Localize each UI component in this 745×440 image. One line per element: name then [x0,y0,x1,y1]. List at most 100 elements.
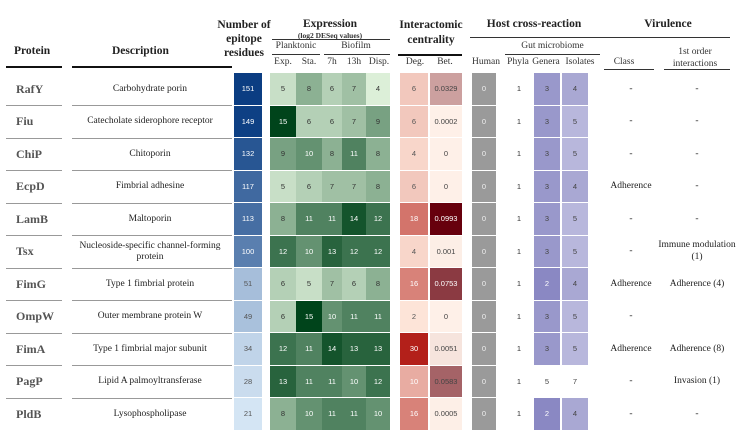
rule-virulence-interactions [664,69,730,70]
expression-h13-cell: 11 [342,398,366,430]
header-virulence: Virulence [644,18,692,30]
isolates-cell: 5 [562,333,588,365]
epitope-cell: 49 [234,300,262,332]
rule-biofilm [324,54,390,55]
protein-name: PagP [16,374,43,389]
betweenness-cell: 0 [430,170,462,202]
expression-h7-cell: 6 [322,73,342,105]
header-sta: Sta. [301,57,317,67]
expression-disp-cell: 8 [366,268,390,300]
expression-sta-cell: 6 [296,170,322,202]
genera-cell: 3 [534,235,560,267]
virulence-interactions: - [695,148,699,159]
human-cell: 0 [472,138,496,170]
rule-planktonic [272,54,320,55]
genera-cell: 2 [534,398,560,430]
expression-sta-cell: 10 [296,138,322,170]
epitope-cell: 151 [234,73,262,105]
expression-exp-cell: 15 [270,105,296,137]
header-human: Human [472,57,500,67]
betweenness-cell: 0 [430,138,462,170]
epitope-cell: 149 [234,105,262,137]
virulence-interactions: - [695,116,699,127]
genera-cell: 3 [534,105,560,137]
expression-h13-cell: 12 [342,235,366,267]
isolates-cell: 5 [562,300,588,332]
isolates-cell: 5 [562,203,588,235]
protein-name: Fiu [16,114,34,129]
phyla-cell: 1 [506,235,532,267]
genera-cell: 3 [534,333,560,365]
protein-description: Catecholate siderophore receptor [87,116,213,127]
expression-h13-cell: 14 [342,203,366,235]
virulence-class: - [629,408,633,419]
protein-description: Outer membrane protein W [97,311,203,322]
row-divider [6,105,62,106]
human-cell: 0 [472,170,496,202]
virulence-class: Adherence [610,278,652,289]
header-genera: Genera [532,57,560,67]
expression-exp-cell: 12 [270,235,296,267]
genera-cell: 3 [534,300,560,332]
expression-disp-cell: 12 [366,365,390,397]
degree-cell: 18 [400,203,428,235]
expression-h7-cell: 7 [322,170,342,202]
row-divider [6,137,62,139]
expression-h7-cell: 10 [322,300,342,332]
virulence-interactions: Adherence (8) [669,343,725,354]
virulence-interactions: - [695,181,699,192]
degree-cell: 6 [400,73,428,105]
virulence-class: - [629,213,633,224]
protein-name: OmpW [16,309,55,324]
row-divider [6,202,62,204]
expression-exp-cell: 13 [270,365,296,397]
protein-name: Tsx [16,244,34,259]
header-biofilm: Biofilm [341,41,371,51]
protein-name: RafY [16,81,44,96]
row-divider [6,365,62,366]
protein-description: Fimbrial adhesine [115,181,185,192]
header-7h: 7h [327,57,337,67]
row-divider [72,267,232,269]
row-divider [6,267,62,269]
virulence-class: Adherence [610,181,652,192]
row-divider [72,170,232,171]
protein-description: Lipid A palmoyltransferase [98,376,202,387]
protein-name: EcpD [16,179,45,194]
human-cell: 0 [472,365,496,397]
epitope-cell: 100 [234,235,262,267]
rule-expression [272,39,390,40]
epitope-cell: 113 [234,203,262,235]
protein-description: Type 1 fimbrial protein [105,278,195,289]
rule-gut [505,54,600,55]
degree-cell: 10 [400,365,428,397]
phyla-cell: 1 [506,300,532,332]
phyla-cell: 1 [506,333,532,365]
expression-exp-cell: 6 [270,268,296,300]
genera-cell: 3 [534,203,560,235]
protein-name: PldB [16,406,42,421]
expression-h13-cell: 7 [342,73,366,105]
expression-exp-cell: 8 [270,203,296,235]
degree-cell: 30 [400,333,428,365]
row-divider [72,105,232,106]
expression-exp-cell: 6 [270,300,296,332]
expression-h7-cell: 14 [322,333,342,365]
expression-disp-cell: 10 [366,398,390,430]
epitope-cell: 21 [234,398,262,430]
expression-exp-cell: 8 [270,398,296,430]
header-epitope-line1: Number of [217,19,271,31]
header-expression-sub: (log2 DESeq values) [297,31,363,40]
genera-cell: 5 [534,365,560,397]
human-cell: 0 [472,105,496,137]
isolates-cell: 5 [562,235,588,267]
genera-cell: 3 [534,73,560,105]
rule-protein [6,66,62,68]
betweenness-cell: 0.0051 [430,333,462,365]
header-planktonic: Planktonic [275,41,317,51]
header-epitope-line3: residues [223,47,265,59]
expression-disp-cell: 13 [366,333,390,365]
expression-h13-cell: 10 [342,365,366,397]
expression-h13-cell: 6 [342,268,366,300]
phyla-cell: 1 [506,398,532,430]
